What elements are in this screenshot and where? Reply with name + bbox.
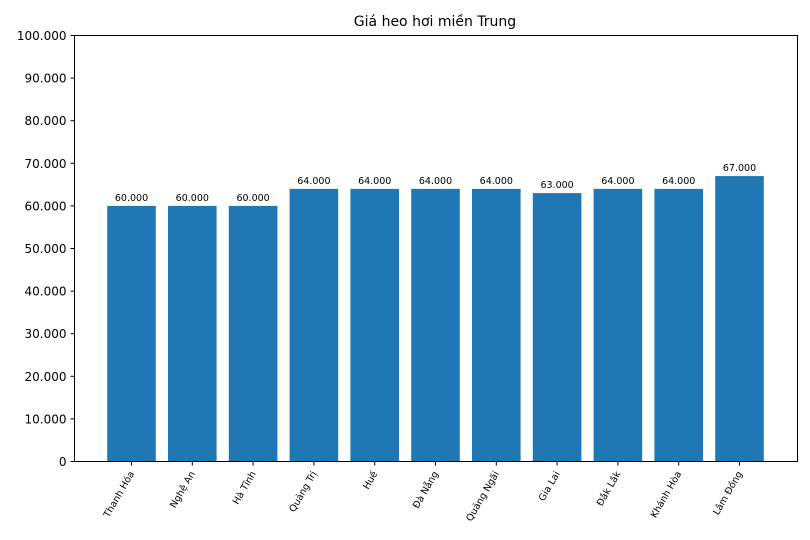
x-tick-label: Đà Nẵng (411, 470, 441, 511)
bar (289, 188, 339, 462)
bar (350, 188, 399, 462)
plot-frame (74, 35, 798, 462)
bar-value-label: 60.000 (115, 193, 148, 204)
y-tick-label: 30.000 (25, 327, 67, 341)
y-tick-label: 0 (59, 455, 67, 469)
bar-value-label: 60.000 (236, 193, 269, 204)
x-tick-label: Huế (361, 469, 380, 491)
bar (654, 188, 703, 462)
bar-value-label: 63.000 (540, 180, 573, 191)
x-tick-label: Đắk Lắk (595, 469, 624, 508)
x-tick-label: Gia Lai (537, 470, 563, 504)
x-tick-label: Hà Tĩnh (231, 470, 259, 507)
y-tick-label: 50.000 (25, 242, 67, 256)
bar-value-labels: 60.000 60.000 60.000 64.000 64.000 64.000 64.0… (115, 163, 756, 204)
bar (593, 188, 643, 462)
x-tick-label: Khánh Hòa (649, 470, 684, 520)
bar-value-label: 64.000 (662, 176, 695, 187)
bar-value-label: 60.000 (176, 193, 209, 204)
y-tick-label: 10.000 (25, 412, 67, 426)
bar-value-label: 67.000 (723, 163, 756, 174)
bar-value-label: 64.000 (419, 176, 452, 187)
y-tick-label: 70.000 (25, 157, 67, 171)
y-tick-label: 60.000 (25, 199, 67, 213)
y-axis: 0 10.000 20.000 30.000 40.000 50.000 60.000 70.… (17, 29, 75, 469)
bars (107, 176, 764, 462)
bar (532, 193, 582, 462)
bar (168, 205, 217, 462)
x-tick-label: Thanh Hóa (101, 470, 137, 521)
x-tick-label: Quảng Trị (287, 470, 319, 515)
x-tick-label: Quảng Ngãi (464, 470, 502, 524)
y-tick-label: 80.000 (25, 114, 67, 128)
y-tick-label: 40.000 (25, 285, 67, 299)
bar (411, 188, 460, 462)
bar (107, 205, 156, 462)
bar-value-label: 64.000 (358, 176, 391, 187)
bar (228, 205, 278, 462)
y-tick-label: 20.000 (25, 370, 67, 384)
chart-title: Giá heo hơi miền Trung (354, 13, 516, 30)
x-axis: Thanh Hóa Nghệ An Hà Tĩnh Quảng Trị Huế Đà Nẵ… (101, 461, 745, 524)
bar (472, 188, 521, 462)
x-tick-label: Nghệ An (168, 470, 198, 511)
bar-value-label: 64.000 (297, 176, 330, 187)
bar-value-label: 64.000 (480, 176, 513, 187)
bar-value-label: 64.000 (601, 176, 634, 187)
y-tick-label: 100.000 (17, 29, 67, 43)
bar (715, 176, 764, 462)
x-tick-label: Lâm Đồng (711, 470, 745, 518)
y-tick-label: 90.000 (25, 72, 67, 86)
